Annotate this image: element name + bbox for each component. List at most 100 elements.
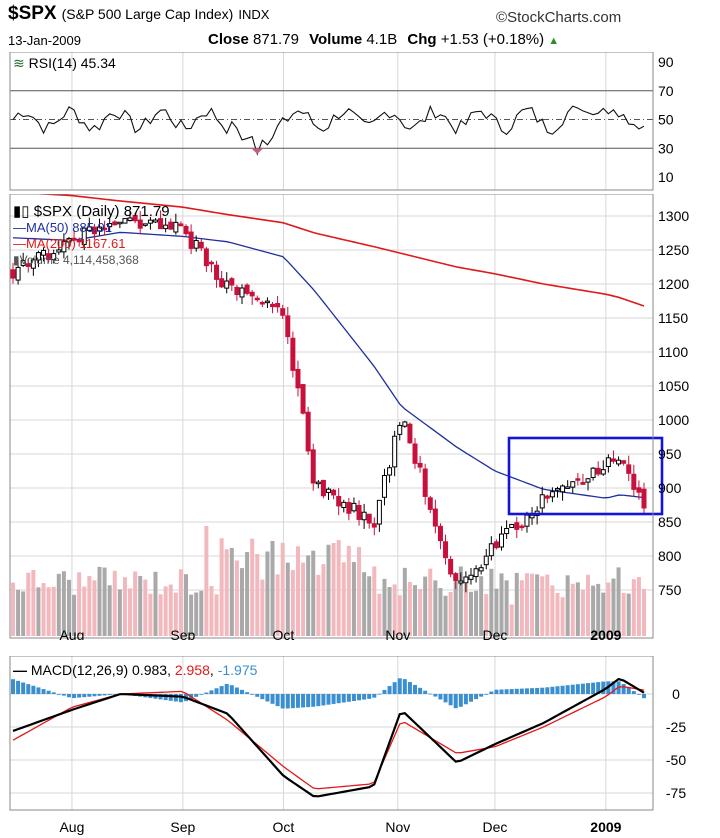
candle-body [376, 499, 382, 525]
volume-bar [87, 576, 92, 636]
volume-bar [285, 562, 290, 636]
candle-body [163, 224, 169, 230]
candle-body [132, 214, 138, 222]
volume-bar [209, 585, 214, 636]
macd-legend-hist: -1.975 [217, 662, 258, 678]
histogram-bar [494, 689, 499, 694]
volume-bar [626, 593, 631, 636]
histogram-bar [357, 694, 362, 701]
volume-bar [524, 573, 529, 636]
macd-legend-swatch: — [13, 662, 27, 678]
candle-body [61, 240, 67, 253]
volume-bar [509, 604, 514, 636]
rsi-legend: ≋ RSI(14) 45.34 [13, 55, 116, 72]
candle-body [20, 260, 26, 266]
candle-body [590, 467, 596, 478]
histogram-bar [382, 689, 387, 694]
candle-body [554, 488, 560, 491]
volume-bar [357, 547, 362, 636]
histogram-bar [112, 694, 117, 695]
histogram-bar [636, 694, 641, 695]
rsi-axis-ticks: 90 70 50 30 10 [658, 54, 674, 185]
volume-bar [128, 588, 133, 636]
candle-body [51, 253, 57, 261]
candle-body [565, 486, 571, 489]
candle-body [25, 263, 31, 267]
macd-legend: — MACD(12,26,9) 0.983, 2.958, -1.975 [13, 662, 258, 678]
rsi-grid [10, 52, 653, 190]
candle-body [346, 502, 352, 514]
rsi-line [12, 104, 645, 156]
candle-body [448, 558, 454, 575]
histogram-bar [453, 694, 458, 709]
macd-legend-name: MACD(12,26,9) [30, 662, 129, 678]
candle-body [483, 555, 489, 566]
volume-bar [407, 582, 412, 636]
volume-bar [489, 568, 494, 636]
candle-body [147, 219, 153, 224]
volume-bar [321, 564, 326, 636]
histogram-bar [214, 688, 219, 694]
volume-bar [331, 543, 336, 636]
candle-body [137, 219, 143, 229]
candle-body [259, 301, 265, 305]
candle-body [341, 501, 347, 508]
histogram-bar [621, 684, 626, 694]
volume-bar [316, 574, 321, 636]
price-tick-900: 900 [658, 480, 682, 496]
price-month-Dec: Dec [482, 627, 507, 640]
candle-body [41, 249, 47, 256]
histogram-bar [565, 685, 570, 694]
rsi-panel: 90 70 50 30 10 [9, 52, 674, 191]
histogram-bar [306, 694, 311, 708]
candle-body [453, 573, 459, 581]
histogram-bar [285, 694, 290, 709]
histogram-bar [438, 694, 443, 700]
histogram-bar [530, 688, 535, 694]
histogram-bar [504, 689, 509, 694]
volume-bar [586, 574, 591, 636]
histogram-bar [107, 694, 112, 695]
histogram-bar [255, 694, 260, 697]
histogram-bar [631, 691, 636, 694]
histogram-bar [92, 694, 97, 697]
volume-bar [636, 576, 641, 636]
candle-body [458, 580, 464, 584]
candle-body [437, 525, 443, 542]
candle-body [616, 459, 622, 465]
histogram-bar [280, 694, 285, 709]
histogram-bar [560, 685, 565, 694]
histogram-bar [260, 694, 265, 700]
histogram-bar [509, 689, 514, 694]
price-axis-ticks: 1300 1250 1200 1150 1100 1050 1000 950 900 850 800… [658, 208, 689, 598]
histogram-bar [21, 682, 26, 694]
candle-body [504, 527, 510, 535]
volume-bar [580, 589, 585, 636]
candle-body [371, 523, 377, 528]
volume-bar [621, 592, 626, 636]
volume-bar [239, 568, 244, 636]
macd-month-labels: Aug Sep Oct Nov Dec 2009 [59, 819, 621, 835]
volume-bar [148, 593, 153, 636]
volume-bar [351, 562, 356, 636]
histogram-bar [250, 694, 255, 695]
candle-body [183, 225, 189, 235]
histogram-bar [209, 690, 214, 694]
volume-bar [382, 578, 387, 636]
volume-bar [229, 547, 234, 636]
highlight-box [507, 436, 664, 516]
candle-body [214, 264, 220, 280]
histogram-bar [611, 681, 616, 694]
volume-bar [341, 562, 346, 636]
candle-body [570, 481, 576, 488]
volume-bar [245, 552, 250, 636]
histogram-bar [331, 694, 336, 704]
volume-bar [468, 591, 473, 636]
candle-body [102, 227, 108, 231]
volume-bar [122, 577, 127, 636]
candle-body [224, 280, 230, 289]
candle-body [264, 300, 270, 304]
volume-bar [458, 566, 463, 636]
macd-month-2009: 2009 [590, 819, 621, 835]
rsi-tick-10: 10 [658, 169, 674, 185]
